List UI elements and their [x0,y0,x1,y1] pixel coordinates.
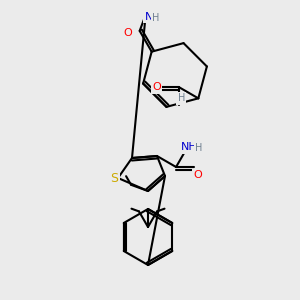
Text: S: S [110,172,118,185]
Text: H: H [178,93,185,103]
Text: O: O [194,170,203,180]
Text: O: O [152,82,161,92]
Text: N: N [145,12,153,22]
Text: O: O [123,28,132,38]
Text: H: H [152,13,159,23]
Text: NH: NH [181,142,197,152]
Text: H: H [195,143,203,153]
